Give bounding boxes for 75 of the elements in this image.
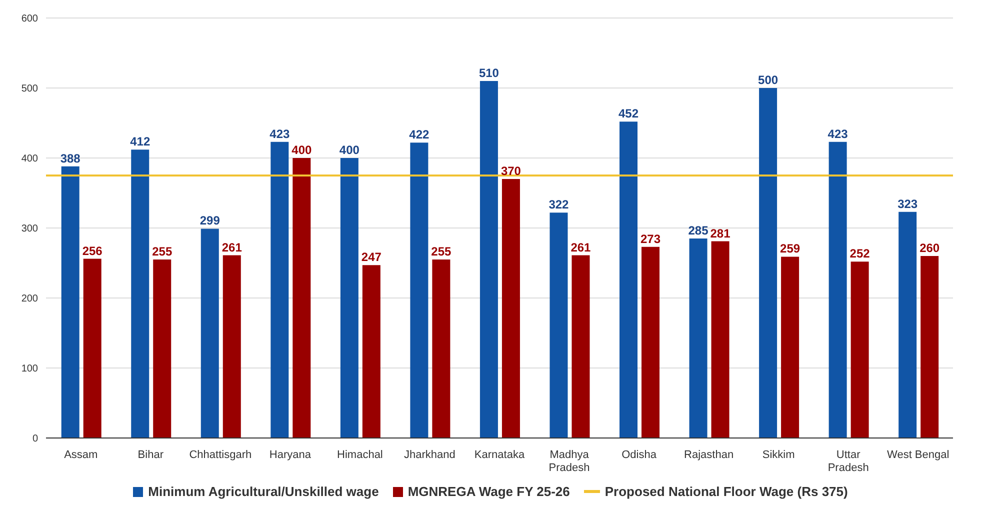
x-tick-label: Odisha: [622, 449, 658, 461]
bar: [759, 88, 778, 438]
bar: [131, 150, 150, 438]
y-tick-label: 600: [21, 14, 38, 25]
legend-label: MGNREGA Wage FY 25-26: [406, 484, 570, 499]
data-label: 422: [409, 128, 430, 142]
bar: [153, 260, 172, 438]
y-tick-label: 500: [21, 84, 38, 95]
bar: [222, 255, 241, 438]
data-label: 510: [478, 66, 500, 80]
x-tick-label: Haryana: [269, 449, 312, 461]
x-tick-label: Uttar Pradesh: [828, 449, 869, 474]
legend-label: Minimum Agricultural/Unskilled wage: [147, 484, 379, 499]
bar: [270, 142, 289, 438]
x-tick-label: Assam: [64, 449, 98, 461]
bar: [711, 241, 730, 438]
data-label: 260: [920, 241, 940, 255]
data-label: 388: [60, 151, 81, 166]
y-tick-label: 100: [21, 364, 38, 375]
bar: [432, 260, 450, 438]
data-label: 285: [688, 224, 709, 238]
data-label: 423: [270, 126, 290, 141]
data-label: 259: [780, 242, 800, 256]
x-tick-label: Bihar: [138, 449, 164, 461]
bar: [920, 256, 939, 438]
data-label: 400: [339, 143, 360, 157]
y-tick-label: 200: [21, 294, 38, 305]
data-label: 281: [710, 226, 731, 240]
bar: [362, 265, 380, 438]
data-label: 412: [130, 134, 150, 149]
bar: [850, 262, 869, 438]
data-label: 247: [361, 250, 382, 264]
y-tick-label: 400: [21, 154, 38, 165]
data-label: 423: [828, 126, 848, 141]
x-tick-label: Chhattisgarh: [189, 449, 252, 461]
bar: [550, 212, 568, 438]
bar: [572, 255, 590, 438]
bar: [292, 158, 311, 438]
bar: [828, 142, 847, 438]
data-label: 273: [640, 232, 661, 246]
bar: [502, 179, 520, 438]
x-tick-label: West Bengal: [887, 449, 950, 461]
y-tick-label: 0: [32, 434, 38, 445]
data-label: 255: [431, 244, 452, 258]
data-label: 256: [82, 244, 103, 258]
bar: [642, 246, 660, 438]
data-label: 255: [152, 244, 172, 258]
data-label: 323: [898, 196, 918, 211]
bar: [781, 256, 800, 438]
x-tick-label: Sikkim: [762, 449, 795, 461]
data-label: 322: [548, 198, 570, 212]
bar: [620, 122, 638, 438]
y-tick-label: 300: [21, 224, 38, 235]
legend-label: Proposed National Floor Wage (Rs 375): [604, 484, 848, 499]
bar: [410, 142, 428, 438]
bar: [83, 258, 102, 438]
bar: [200, 228, 219, 438]
bar: [898, 212, 917, 438]
data-label: 452: [618, 106, 639, 121]
bar: [340, 158, 358, 438]
bar: [480, 81, 498, 438]
x-tick-label: Rajasthan: [684, 449, 734, 461]
data-label: 252: [850, 246, 870, 261]
x-tick-label: Madhya Pradesh: [548, 449, 590, 474]
bar: [689, 238, 708, 438]
bar: [61, 166, 80, 438]
x-tick-label: Himachal: [337, 449, 383, 461]
data-label: 299: [200, 214, 220, 228]
x-tick-label: Karnataka: [474, 449, 526, 461]
data-label: 261: [222, 240, 242, 254]
data-label: 500: [758, 73, 778, 87]
x-tick-label: Jharkhand: [404, 449, 456, 461]
data-label: 400: [292, 143, 312, 157]
data-label: 370: [500, 164, 522, 178]
data-label: 261: [570, 240, 592, 254]
